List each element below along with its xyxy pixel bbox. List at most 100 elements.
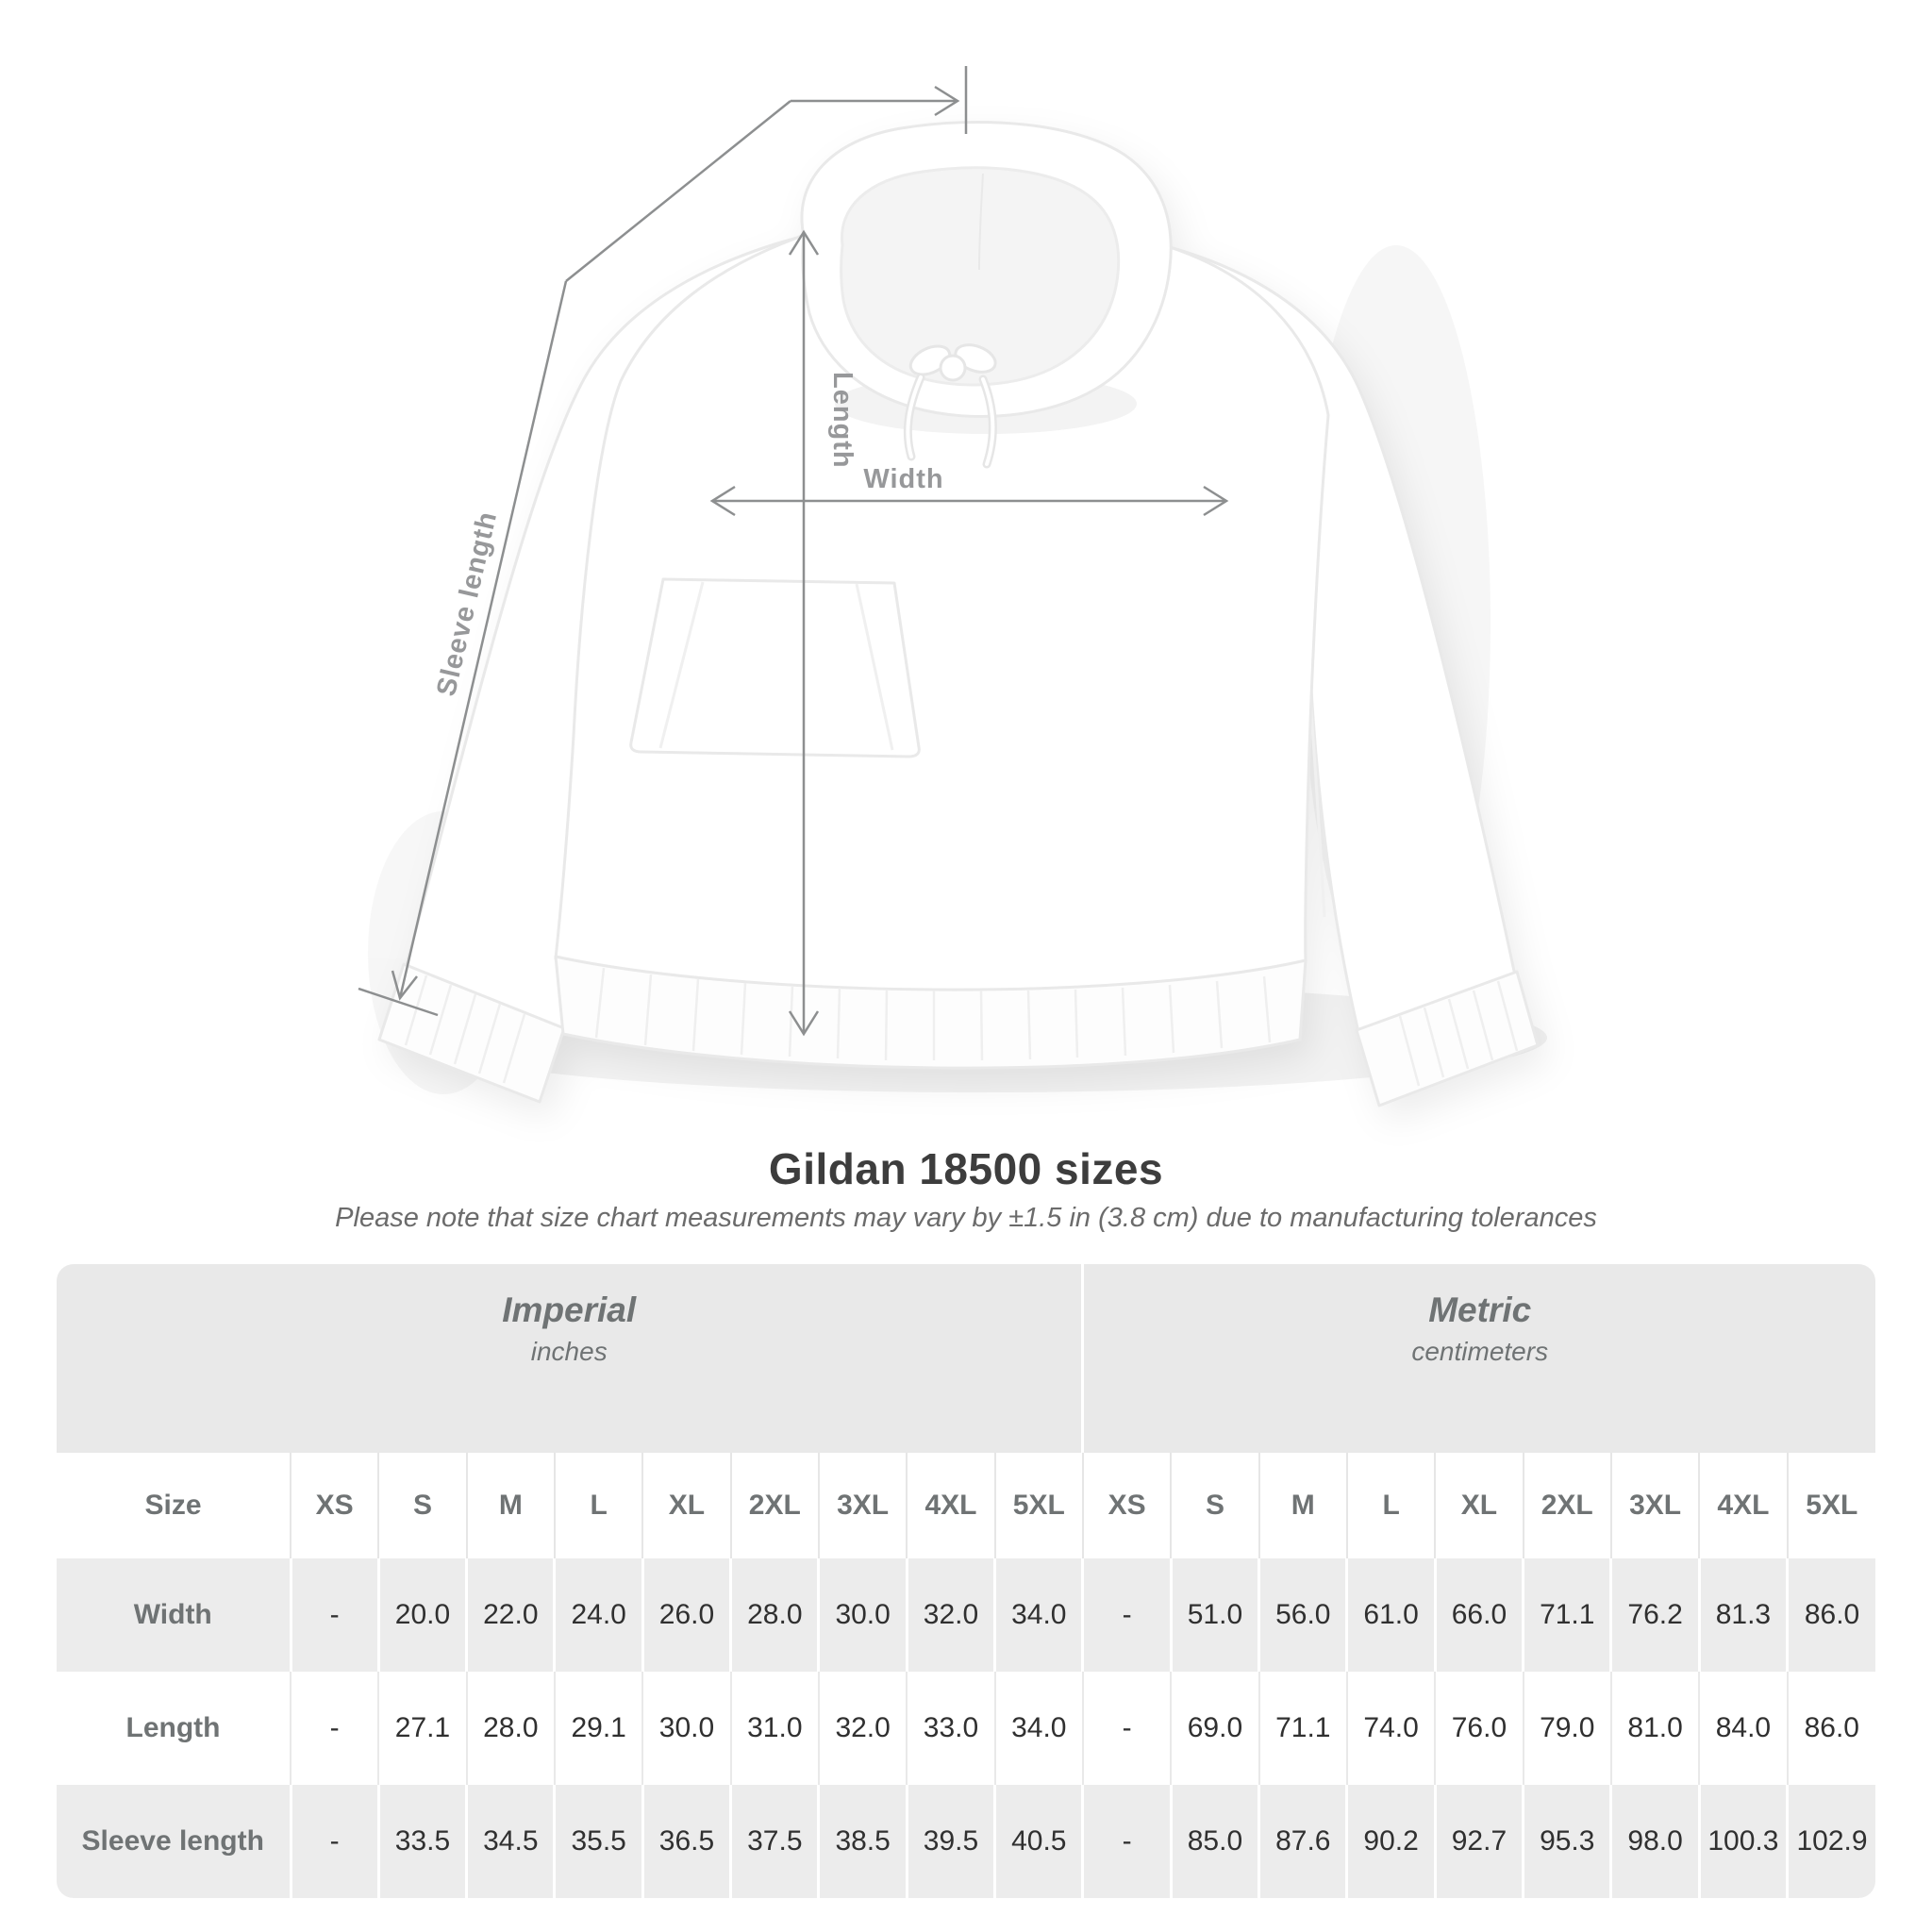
size-col-header: XS	[1081, 1453, 1172, 1558]
size-col-header: 2XL	[1522, 1453, 1611, 1558]
size-col-header: 4XL	[906, 1453, 995, 1558]
size-col-header: 2XL	[729, 1453, 819, 1558]
value-cell: 32.0	[905, 1558, 995, 1672]
size-col-header: M	[1257, 1453, 1347, 1558]
value-cell: -	[289, 1672, 379, 1785]
size-col-header: XL	[1434, 1453, 1524, 1558]
value-cell: 71.1	[1257, 1672, 1347, 1785]
hoodie-figure: Sleeve length Length Width	[358, 66, 1547, 1108]
value-cell: 24.0	[553, 1558, 643, 1672]
size-col-header: S	[1170, 1453, 1259, 1558]
size-header-cell: Size	[57, 1453, 291, 1558]
unit-group-imperial: Imperial inches	[57, 1264, 1083, 1453]
length-label: Length	[827, 372, 858, 469]
row-label: Sleeve length	[57, 1785, 291, 1898]
value-cell: -	[289, 1785, 379, 1898]
value-cell: 51.0	[1169, 1558, 1259, 1672]
unit-group-name: Imperial	[502, 1291, 637, 1329]
value-cell: 34.5	[465, 1785, 555, 1898]
value-cell: 31.0	[729, 1672, 819, 1785]
width-measure-line	[709, 485, 1229, 517]
value-cell: 30.0	[817, 1558, 908, 1672]
value-cell: 98.0	[1609, 1785, 1700, 1898]
size-col-header: L	[553, 1453, 643, 1558]
value-cell: 81.3	[1697, 1558, 1788, 1672]
value-cell: 81.0	[1609, 1672, 1700, 1785]
size-table-container: Imperial inches Metric centimeters Size XS S M L…	[57, 1264, 1875, 1898]
measurement-row: Width -20.0 22.0 24.0 26.0 28.0 30.0 32.0 34.0-5…	[57, 1558, 1875, 1672]
value-cell: 86.0	[1786, 1558, 1875, 1672]
size-col-header: XL	[641, 1453, 731, 1558]
row-label: Length	[125, 1712, 221, 1743]
unit-group-name: Metric	[1428, 1291, 1532, 1329]
unit-group-unit: centimeters	[1411, 1337, 1549, 1366]
value-cell: 61.0	[1345, 1558, 1436, 1672]
value-cell: 90.2	[1345, 1785, 1436, 1898]
row-label: Width	[57, 1558, 291, 1672]
size-header-row: Size XS S M L XL 2XL 3XL 4XL 5XL XS S M L XL 2XL 3XL 4XL 5…	[57, 1453, 1875, 1558]
value-cell: 29.1	[553, 1672, 643, 1785]
unit-group-metric: Metric centimeters	[1081, 1264, 1875, 1453]
value-cell: 56.0	[1257, 1558, 1347, 1672]
value-cell: 26.0	[641, 1558, 731, 1672]
size-col-header: L	[1345, 1453, 1436, 1558]
value-cell: 20.0	[376, 1558, 467, 1672]
size-col-header: 3XL	[1609, 1453, 1700, 1558]
tolerance-note: Please note that size chart measurements…	[335, 1203, 1597, 1233]
value-cell: -	[1081, 1558, 1172, 1672]
value-cell: 66.0	[1433, 1558, 1524, 1672]
unit-group-unit: inches	[530, 1337, 608, 1366]
value-cell: 84.0	[1698, 1672, 1788, 1785]
hoodie-size-diagram: Sleeve length Length Width	[358, 66, 1547, 1108]
value-cell: 28.0	[729, 1558, 819, 1672]
hoodie-illustration	[377, 120, 1540, 1108]
unit-group-row: Imperial inches Metric centimeters	[57, 1264, 1875, 1453]
value-cell: 34.0	[993, 1672, 1083, 1785]
value-cell: 74.0	[1345, 1672, 1436, 1785]
value-cell: 76.0	[1434, 1672, 1524, 1785]
size-table: Imperial inches Metric centimeters Size XS S M L…	[57, 1264, 1875, 1898]
value-cell: 85.0	[1169, 1785, 1259, 1898]
value-cell: -	[1081, 1785, 1172, 1898]
value-cell: 38.5	[817, 1785, 908, 1898]
value-cell: 87.6	[1257, 1785, 1347, 1898]
value-cell: 86.0	[1786, 1672, 1875, 1785]
value-cell: 100.3	[1697, 1785, 1788, 1898]
right-cuff	[1355, 970, 1540, 1108]
value-cell: 37.5	[729, 1785, 819, 1898]
size-col-header: S	[377, 1453, 467, 1558]
value-cell: -	[1081, 1672, 1172, 1785]
size-col-header: XS	[289, 1453, 379, 1558]
value-cell: 30.0	[641, 1672, 731, 1785]
value-cell: 33.0	[906, 1672, 995, 1785]
value-cell: 102.9	[1786, 1785, 1875, 1898]
value-cell: 71.1	[1522, 1558, 1611, 1672]
left-cuff	[377, 962, 566, 1104]
size-col-header: 5XL	[1786, 1453, 1875, 1558]
value-cell: 95.3	[1522, 1785, 1611, 1898]
value-cell: 32.0	[817, 1672, 908, 1785]
value-cell: 34.0	[993, 1558, 1083, 1672]
page-title: Gildan 18500 sizes	[768, 1144, 1164, 1193]
value-cell: 79.0	[1522, 1672, 1611, 1785]
size-col-header: 4XL	[1698, 1453, 1788, 1558]
measurement-row: Sleeve length -33.5 34.5 35.5 36.5 37.5 38.5 39…	[57, 1785, 1875, 1898]
value-cell: 27.1	[377, 1672, 467, 1785]
size-col-header: M	[465, 1453, 555, 1558]
drawstrings	[903, 343, 997, 469]
value-cell: 35.5	[553, 1785, 643, 1898]
value-cell: 39.5	[905, 1785, 995, 1898]
measurement-row: Length -27.1 28.0 29.1 30.0 31.0 32.0 33.0 34.0-…	[57, 1672, 1875, 1785]
value-cell: 36.5	[641, 1785, 731, 1898]
size-col-header: 3XL	[817, 1453, 908, 1558]
size-col-header: 5XL	[993, 1453, 1083, 1558]
value-cell: 69.0	[1170, 1672, 1259, 1785]
width-label: Width	[863, 464, 943, 494]
value-cell: 40.5	[993, 1785, 1083, 1898]
sleeve-length-measure-line	[358, 66, 968, 1017]
value-cell: 76.2	[1609, 1558, 1700, 1672]
value-cell: 92.7	[1433, 1785, 1524, 1898]
value-cell: 22.0	[465, 1558, 555, 1672]
value-cell: -	[289, 1558, 379, 1672]
